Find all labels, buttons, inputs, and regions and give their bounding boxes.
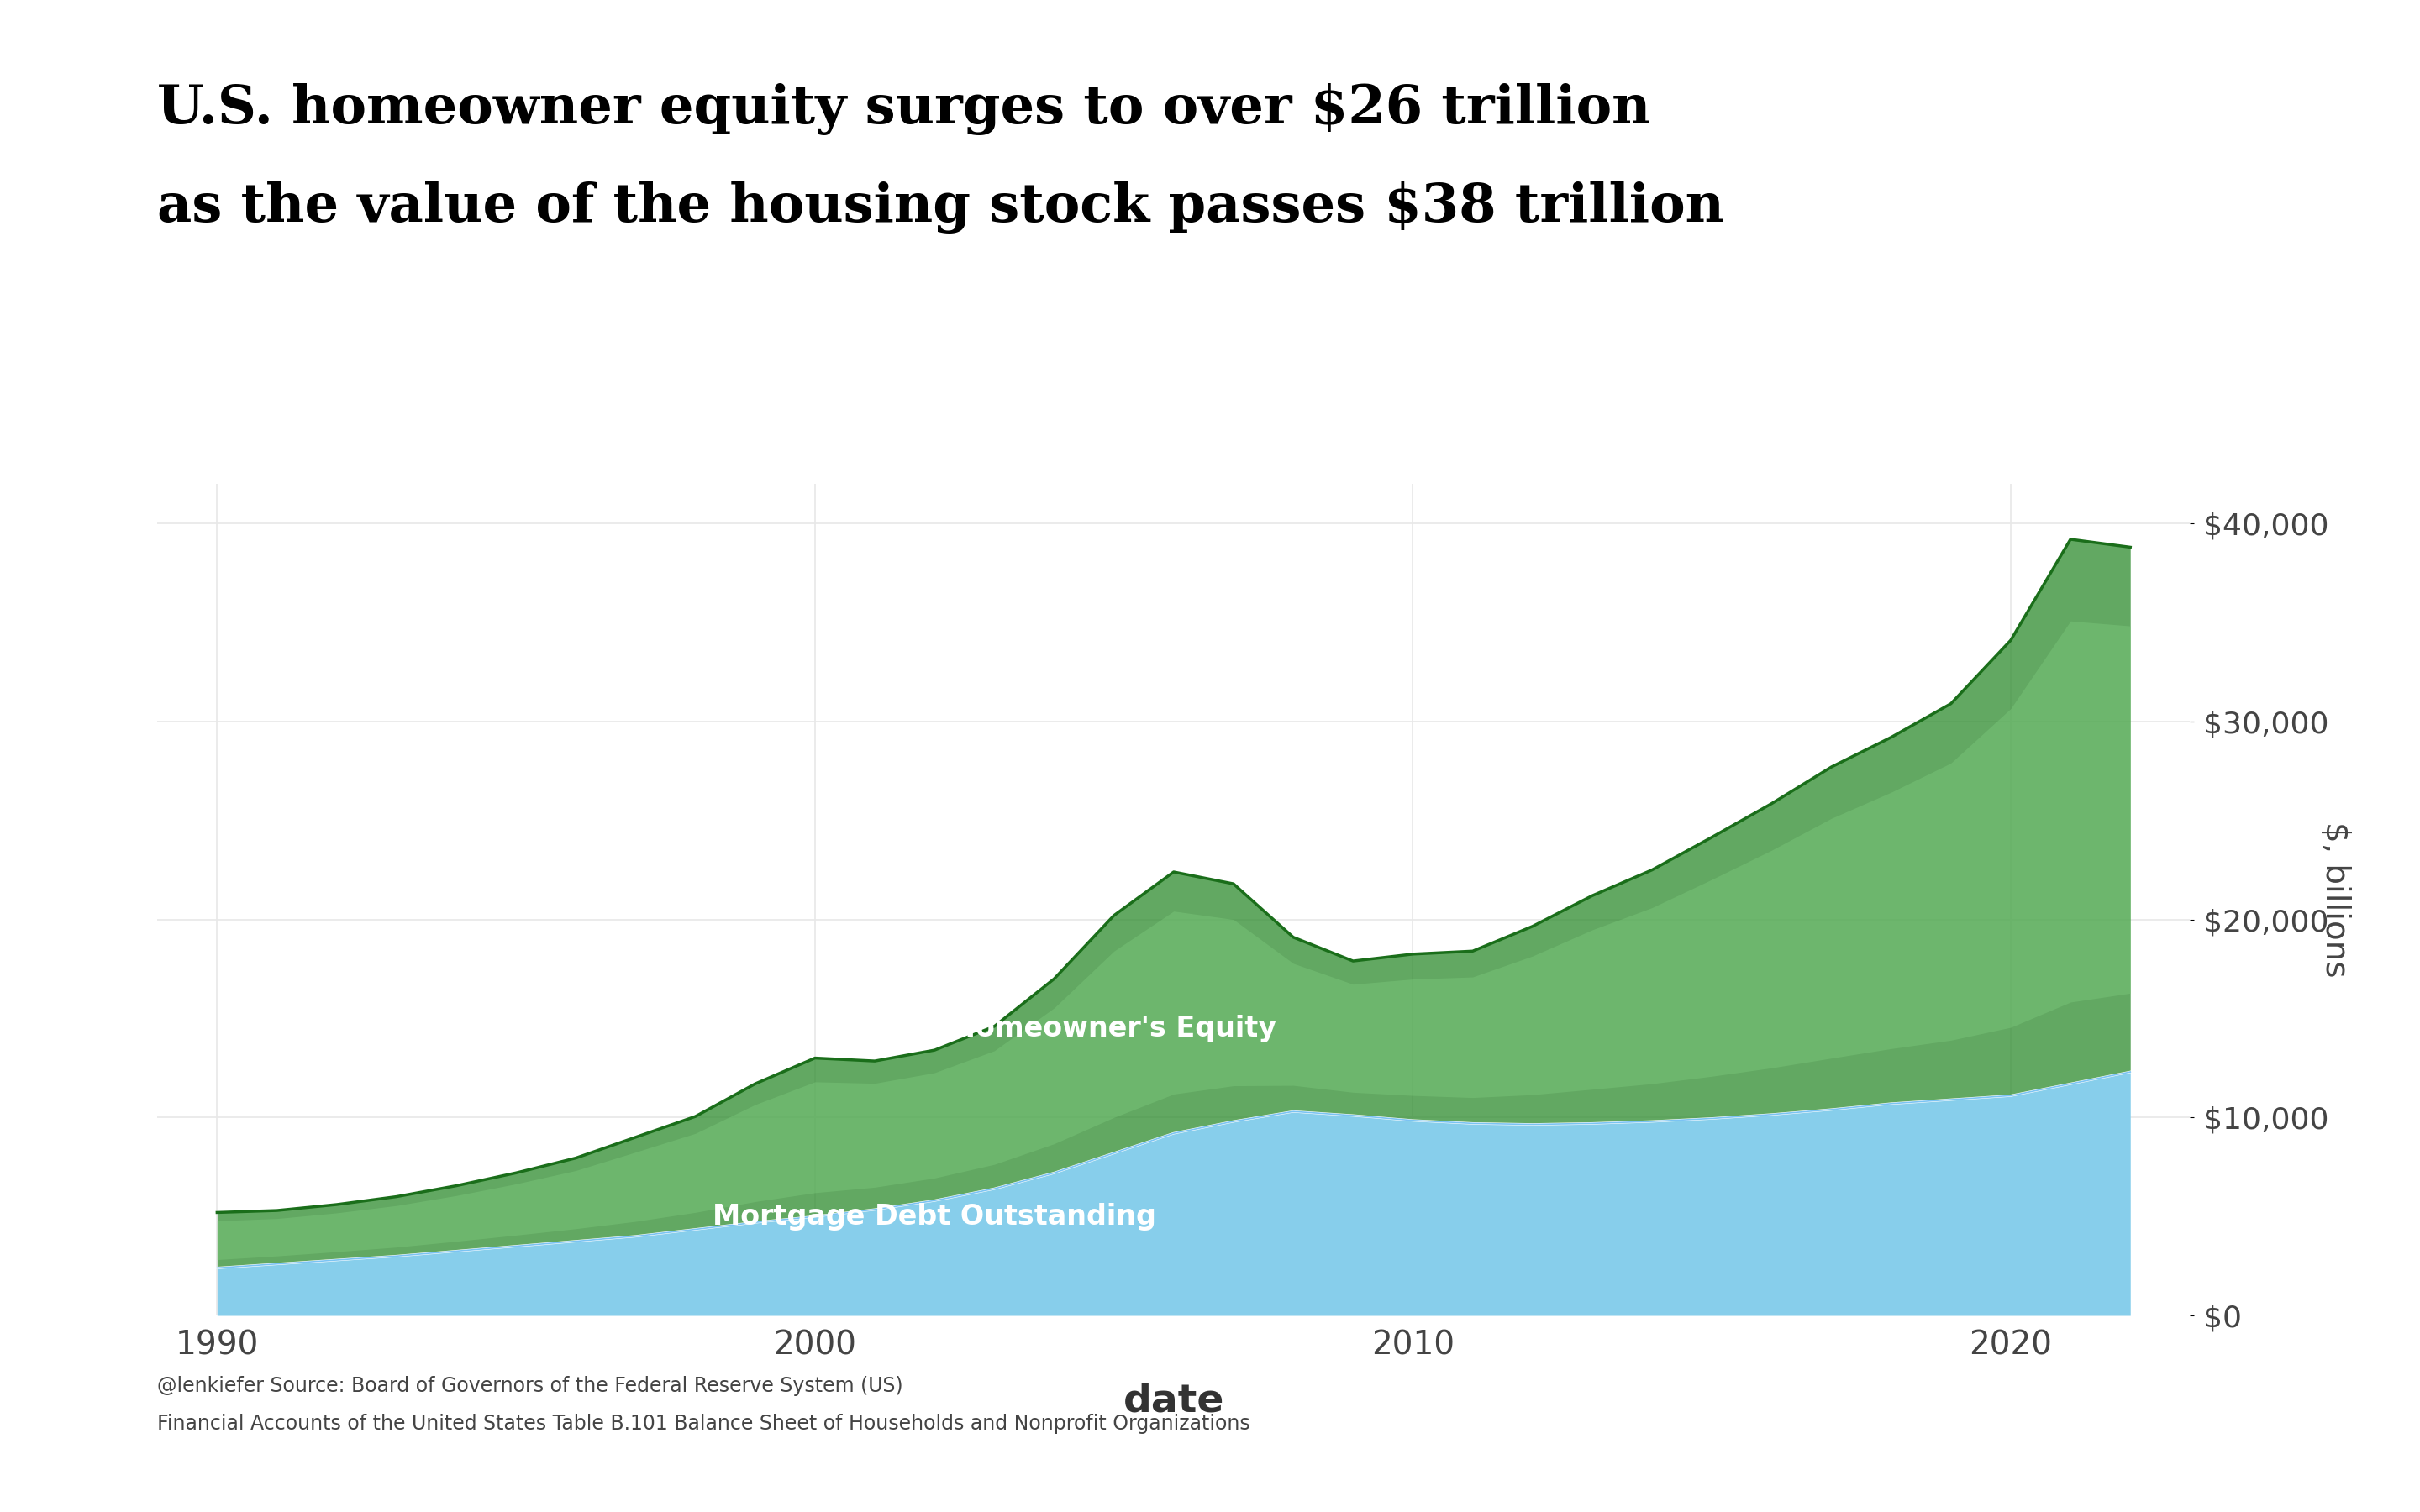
Text: @lenkiefer Source: Board of Governors of the Federal Reserve System (US): @lenkiefer Source: Board of Governors of… <box>157 1376 903 1396</box>
Text: as the value of the housing stock passes $38 trillion: as the value of the housing stock passes… <box>157 181 1725 233</box>
Text: U.S. homeowner equity surges to over $26 trillion: U.S. homeowner equity surges to over $26… <box>157 83 1650 135</box>
Text: Financial Accounts of the United States Table B.101 Balance Sheet of Households : Financial Accounts of the United States … <box>157 1414 1251 1433</box>
X-axis label: date: date <box>1123 1382 1225 1420</box>
Text: Homeowner's Equity: Homeowner's Equity <box>951 1015 1275 1042</box>
Text: Mortgage Debt Outstanding: Mortgage Debt Outstanding <box>714 1202 1157 1231</box>
Text: $, billions: $, billions <box>2318 821 2352 978</box>
